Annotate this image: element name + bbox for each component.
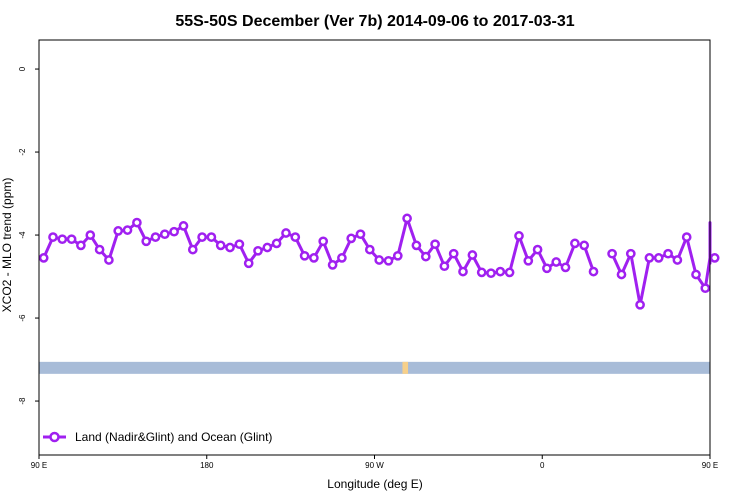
surface-band-land — [402, 361, 409, 374]
series-line — [42, 216, 577, 275]
data-point — [486, 268, 496, 279]
data-point — [383, 255, 394, 266]
data-point — [663, 248, 673, 259]
axis-ticks: 90 E 180 90 W 0 90 E 0 -2 -4 -6 -8 — [18, 66, 718, 470]
data-point — [635, 299, 645, 310]
series-layer — [38, 213, 720, 310]
data-point — [206, 232, 217, 242]
data-point — [271, 238, 282, 249]
data-point — [66, 234, 77, 245]
legend-label: Land (Nadir&Glint) and Ocean (Glint) — [75, 430, 272, 444]
y-axis-label: XCO2 - MLO trend (ppm) — [0, 178, 14, 313]
data-point — [122, 225, 133, 235]
data-point — [337, 253, 347, 263]
legend: Land (Nadir&Glint) and Ocean (Glint) — [43, 430, 272, 444]
data-point — [197, 232, 207, 242]
data-point — [579, 240, 590, 251]
data-point — [374, 255, 385, 265]
data-point — [141, 236, 152, 247]
x-axis-label: Longitude (deg E) — [327, 477, 422, 491]
data-point — [495, 266, 506, 277]
data-point — [178, 221, 189, 231]
series-line — [610, 221, 712, 307]
plot-frame — [38, 39, 711, 456]
data-point — [132, 217, 142, 228]
data-point — [327, 260, 338, 270]
data-point — [458, 266, 468, 277]
data-point — [94, 244, 105, 255]
data-point — [243, 258, 254, 269]
data-point — [355, 229, 366, 240]
data-point — [560, 262, 571, 273]
data-point — [691, 269, 701, 280]
data-point — [234, 239, 245, 250]
data-point — [588, 266, 599, 277]
x-tick-label: 90 E — [702, 461, 718, 470]
data-point — [420, 251, 431, 262]
data-point — [159, 229, 170, 240]
data-point — [411, 240, 422, 251]
x-tick-label: 90 W — [365, 461, 384, 470]
y-tick-label: 0 — [18, 66, 27, 71]
data-point — [542, 263, 552, 274]
data-point — [38, 253, 49, 263]
data-point — [402, 213, 412, 224]
chart-title: 55S-50S December (Ver 7b) 2014-09-06 to … — [175, 13, 574, 30]
data-point — [253, 245, 263, 256]
data-point — [262, 242, 273, 253]
y-tick-label: -4 — [18, 231, 27, 239]
data-point — [290, 232, 301, 242]
data-point — [616, 269, 627, 280]
data-point — [169, 226, 179, 237]
data-point — [448, 248, 459, 259]
data-point — [709, 253, 720, 263]
data-point — [570, 238, 580, 249]
data-point — [57, 234, 68, 245]
data-point — [644, 253, 655, 263]
data-point — [430, 239, 440, 250]
data-point — [514, 231, 524, 241]
data-point — [467, 250, 478, 260]
data-point — [607, 248, 617, 259]
data-point — [523, 255, 534, 266]
y-tick-label: -2 — [18, 148, 27, 156]
data-point — [85, 230, 96, 240]
data-point — [504, 267, 515, 278]
data-point — [476, 267, 487, 278]
data-point — [281, 228, 291, 238]
data-point — [700, 283, 711, 294]
x-tick-label: 0 — [540, 461, 545, 470]
surface-band-ocean — [39, 361, 710, 374]
x-tick-label: 180 — [200, 461, 214, 470]
y-tick-label: -8 — [18, 397, 27, 405]
data-point — [299, 250, 310, 261]
data-point — [104, 255, 114, 265]
data-point — [551, 257, 562, 267]
data-point — [225, 242, 235, 253]
data-point — [532, 244, 543, 255]
data-point — [187, 244, 198, 255]
data-point — [309, 253, 319, 263]
data-point — [625, 248, 636, 259]
data-point — [48, 232, 58, 242]
y-tick-label: -6 — [18, 314, 27, 322]
data-point — [681, 232, 692, 242]
data-point — [318, 236, 329, 247]
data-point — [76, 240, 86, 251]
surface-band-layer — [402, 361, 409, 374]
data-point — [113, 226, 124, 236]
data-point — [364, 244, 375, 255]
data-point — [672, 255, 683, 265]
legend-point-marker — [49, 431, 60, 443]
data-point — [346, 233, 357, 244]
data-point — [150, 232, 161, 242]
data-point — [439, 261, 450, 272]
x-tick-label: 90 E — [31, 461, 47, 470]
data-point — [392, 250, 403, 261]
data-point — [215, 240, 226, 251]
data-point — [653, 253, 664, 263]
